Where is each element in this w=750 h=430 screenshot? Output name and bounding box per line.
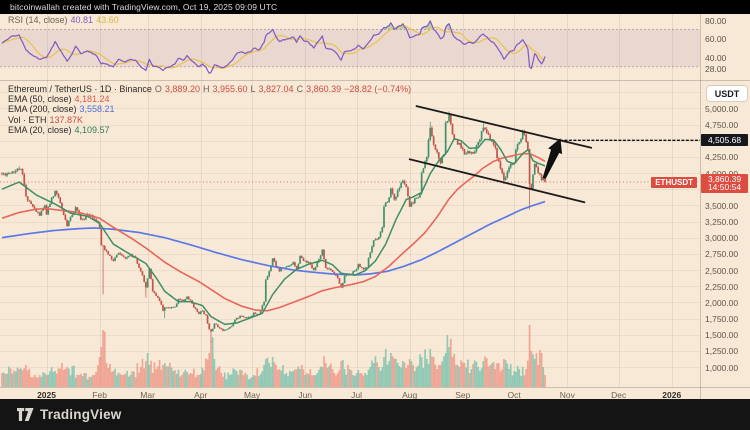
symbol-legend-row[interactable]: Ethereum / TetherUS · 1D · Binance O 3,88… [8,84,414,94]
ohlc-token: H [202,84,210,94]
attribution-bar: bitcoinwallah created with TradingView.c… [0,0,750,14]
ohlc-token: 3,860.39 [306,84,342,94]
price-tick-label: 5,000.00 [705,103,739,114]
symbol-title: Ethereum / TetherUS · 1D · Binance [8,84,152,94]
price-tick-label: 4,750.00 [705,120,739,130]
indicator-legend-row[interactable]: EMA (200, close) 3,558.21 [8,104,414,114]
ohlc-token: C [296,84,304,94]
indicator-label: EMA (200, close) [8,104,77,115]
price-tick-label: 3,250.00 [705,217,739,227]
indicator-value: 4,181.24 [74,94,110,105]
time-axis-label: Oct [507,390,521,400]
price-tick-label: 4,250.00 [705,152,739,163]
footer-bar: TradingView [0,399,750,430]
time-axis-label: Nov [559,390,575,400]
price-tick-label: 2,500.00 [705,265,739,276]
ohlc-token: −28.82 (−0.74%) [344,84,412,94]
rsi-tick-label: 28.00 [705,64,727,75]
rsi-value: 40.81 [70,15,94,25]
indicator-label: Vol · ETH [8,114,47,125]
rsi-tick-label: 80.00 [705,15,727,26]
pane-divider[interactable] [0,80,750,81]
rsi-legend[interactable]: RSI (14, close) 40.81 43.60 [8,15,122,25]
rsi-legend-label: RSI (14, close) [8,15,68,25]
time-axis-label: May [244,390,261,400]
indicator-label: EMA (50, close) [8,94,72,105]
ohlc-token: L [250,84,256,94]
attribution-text: bitcoinwallah created with TradingView.c… [10,2,278,12]
time-axis-divider [0,387,750,388]
main-legend: Ethereum / TetherUS · 1D · Binance O 3,88… [8,84,414,135]
tradingview-logo[interactable]: TradingView [17,407,121,422]
time-axis-label: Jun [298,390,313,400]
price-tick-label: 1,750.00 [705,314,739,324]
price-tick-label: 1,250.00 [705,346,739,357]
price-tick-label: 1,500.00 [705,330,739,341]
time-axis-label: Dec [611,390,627,400]
indicator-value: 137.87K [49,114,84,125]
last-price-value: 3,860.39 [707,173,742,184]
last-price-tag: 3,860.39 14:50:54 [701,173,748,193]
price-tick-label: 1,000.00 [705,362,739,373]
price-tick-label: 3,500.00 [705,200,739,211]
time-axis-label: Jul [351,390,362,400]
ohlc-token: O [154,84,162,94]
indicator-value: 3,558.21 [79,104,115,115]
rsi-ma-value: 43.60 [96,15,119,25]
price-scale-divider [700,14,701,399]
tradingview-logo-text: TradingView [40,407,122,422]
time-axis-label: 2025 [37,390,56,400]
currency-toggle-button[interactable]: USDT [707,86,747,101]
rsi-tick-label: 40.00 [705,52,727,63]
time-axis-label: 2026 [662,390,682,400]
indicator-legend-row[interactable]: Vol · ETH 137.87K [8,115,414,125]
price-tick-label: 2,250.00 [705,281,739,292]
ohlc-token: 3,955.60 [212,84,248,94]
price-tick-label: 3,000.00 [705,233,739,244]
price-tick-label: 2,750.00 [705,249,739,260]
tradingview-logo-icon [17,408,34,421]
ohlc-token: 3,827.04 [258,84,294,94]
time-axis-label: Aug [402,390,418,400]
time-axis-label: Apr [194,390,208,400]
indicator-legend-row[interactable]: EMA (20, close) 4,109.57 [8,125,414,135]
countdown-timer: 14:50:54 [707,182,742,193]
indicator-legend-rows: EMA (50, close) 4,181.24 EMA (200, close) 3… [8,94,414,135]
indicator-label: EMA (20, close) [8,124,72,135]
symbol-price-label: ETHUSDT [651,176,697,188]
indicator-legend-row[interactable]: EMA (50, close) 4,181.24 [8,94,414,104]
ohlc-token: 3,889.20 [164,84,200,94]
time-axis-label: Feb [92,390,107,400]
target-price-tag: 4,505.68 [701,134,748,147]
indicator-value: 4,109.57 [74,124,110,135]
rsi-tick-label: 60.00 [705,34,727,45]
price-tick-label: 2,000.00 [705,297,739,308]
price-tick-label: 4,000.00 [705,169,738,179]
time-axis-label: Mar [140,390,155,400]
time-axis-label: Sep [455,390,471,400]
